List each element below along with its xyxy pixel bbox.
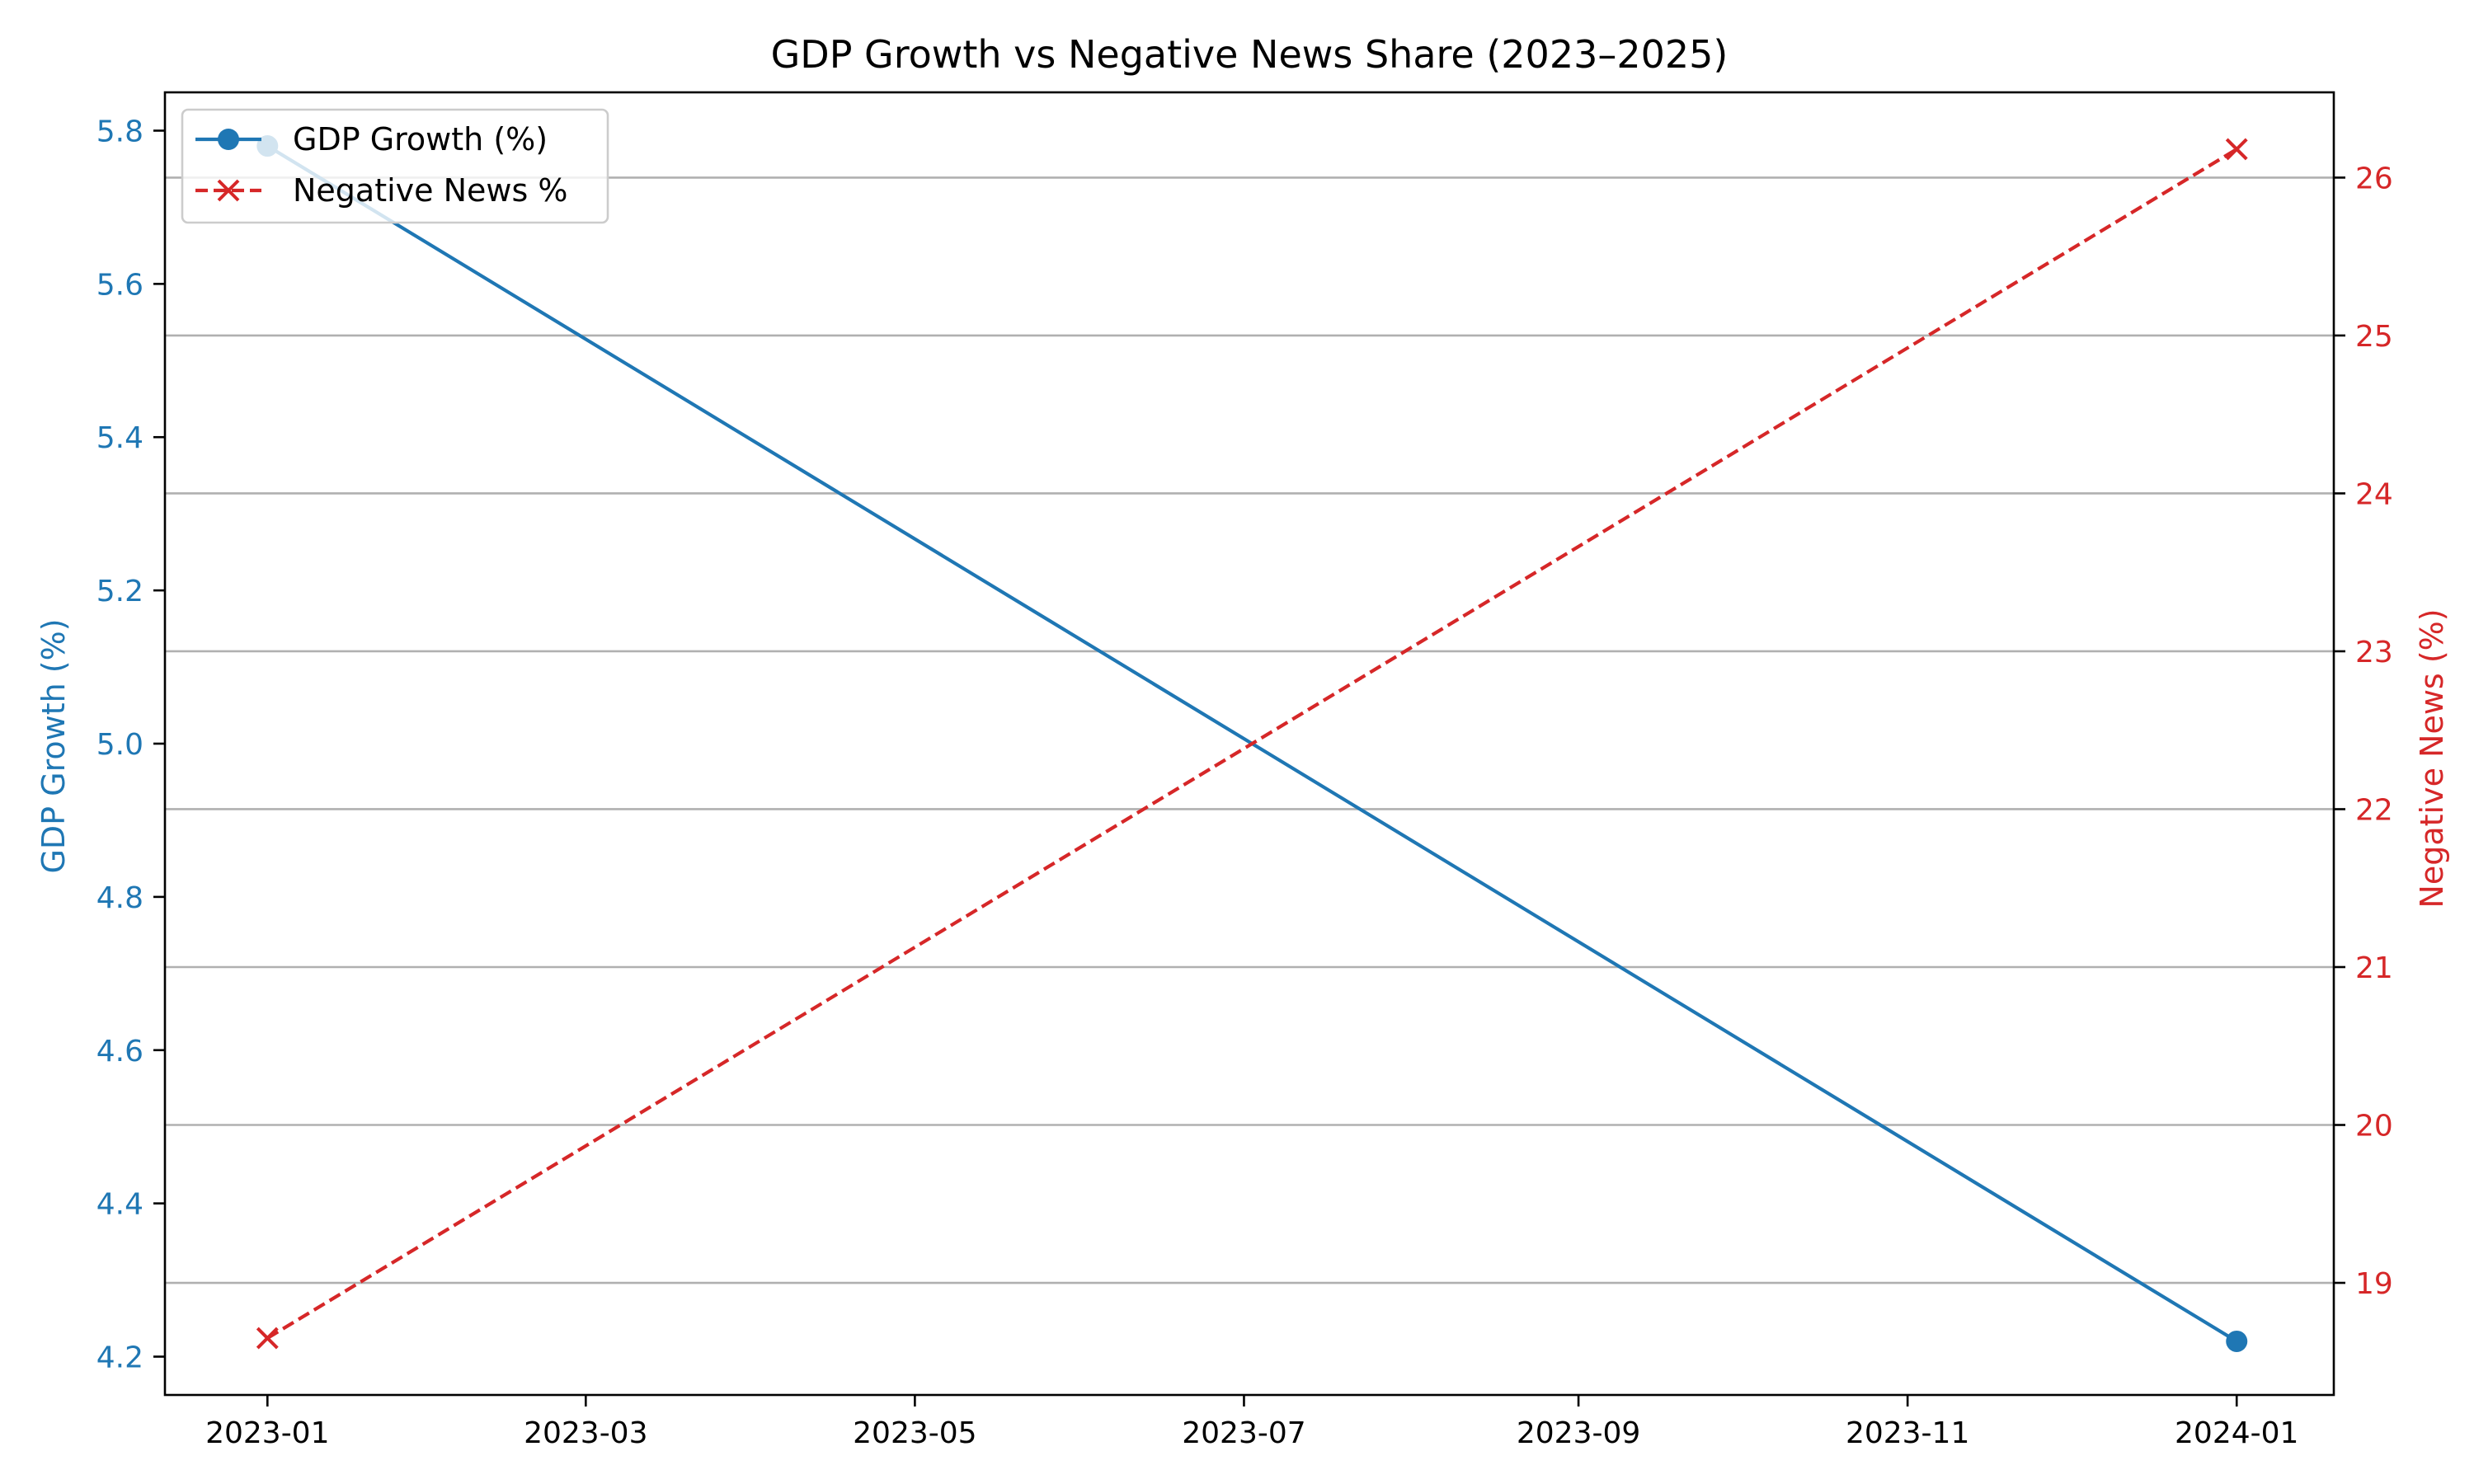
left-y-tick-label: 4.4 [96,1188,143,1222]
chart-title: GDP Growth vs Negative News Share (2023–… [771,32,1729,77]
right-y-tick-label: 23 [2355,636,2393,669]
right-y-tick-label: 21 [2355,951,2393,985]
right-y-tick-label: 26 [2355,162,2393,195]
left-y-tick-label: 5.6 [96,268,143,302]
legend-label-1: GDP Growth (%) [293,121,548,157]
legend-box [181,108,609,224]
legend-marker-1 [218,129,239,150]
series-line-2 [266,148,2238,1340]
left-y-tick-label: 4.6 [96,1035,143,1068]
legend: GDP Growth (%) Negative News % [181,108,609,224]
right-y-tick-label: 25 [2355,320,2393,354]
x-tick-label: 2023-07 [1182,1416,1305,1450]
x-tick-label: 2023-03 [524,1416,647,1450]
left-axis-label: GDP Growth (%) [35,618,72,873]
series-1-point [2226,1330,2248,1352]
x-tick-label: 2024-01 [2175,1416,2298,1450]
right-y-tick-label: 24 [2355,477,2393,511]
x-tick-label: 2023-11 [1846,1416,1969,1450]
x-tick-label: 2023-05 [853,1416,976,1450]
right-y-tick-label: 19 [2355,1267,2393,1301]
left-y-tick-label: 4.8 [96,881,143,915]
right-y-tick-label: 20 [2355,1110,2393,1144]
right-axis-label: Negative News (%) [2414,608,2450,908]
series-2-point [2225,138,2248,161]
series-2-point [256,1327,279,1350]
axes: 2023-01 2023-03 2023-05 2023-07 2023-09 2023-… [96,91,2393,1450]
left-y-tick-label: 5.2 [96,575,143,608]
right-y-tick-label: 22 [2355,793,2393,827]
x-tick-label: 2023-09 [1517,1416,1640,1450]
left-y-tick-label: 5.8 [96,115,143,148]
left-y-tick-label: 5.4 [96,421,143,455]
left-y-tick-label: 5.0 [96,728,143,762]
legend-label-2: Negative News % [293,172,567,209]
left-y-tick-label: 4.2 [96,1341,143,1375]
legend-marker-2 [217,179,240,202]
x-tick-label: 2023-01 [205,1416,329,1450]
